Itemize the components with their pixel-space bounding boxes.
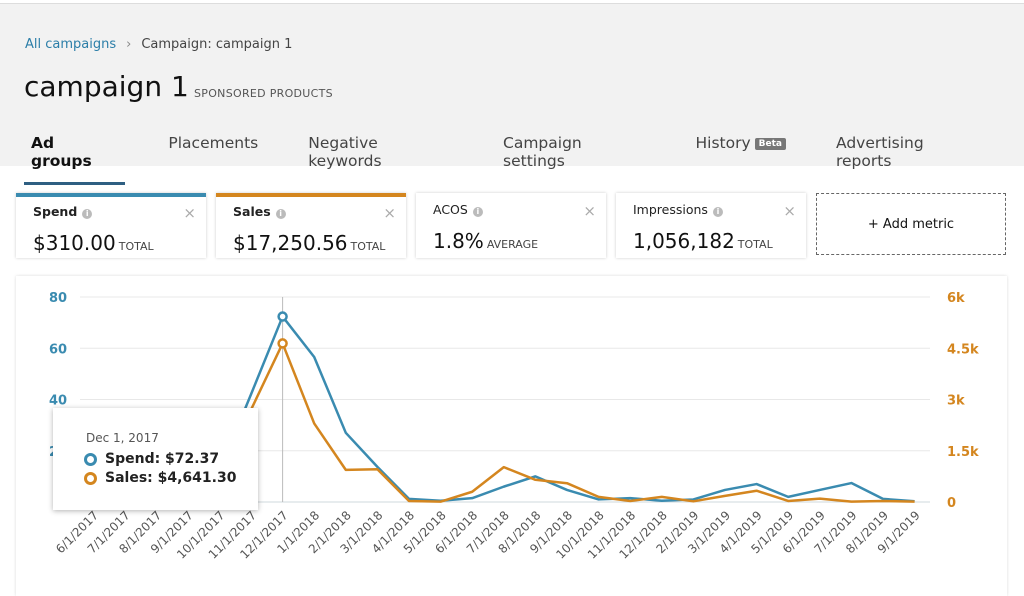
breadcrumb-current: Campaign: campaign 1 bbox=[141, 37, 293, 52]
breadcrumb: All campaigns › Campaign: campaign 1 bbox=[25, 37, 292, 52]
metric-value-text: $310.00 bbox=[33, 231, 116, 255]
y-right-tick: 0 bbox=[947, 496, 956, 511]
close-icon[interactable]: × bbox=[183, 204, 196, 222]
metric-cards: Spend i × $310.00 TOTAL Sales i × $17,250.5… bbox=[16, 193, 1006, 258]
metric-value-text: $17,250.56 bbox=[233, 231, 348, 255]
y-left-tick: 60 bbox=[49, 342, 67, 357]
sales-dot-icon bbox=[84, 471, 97, 485]
y-right-tick: 1.5k bbox=[947, 445, 979, 460]
y-right-tick: 3k bbox=[947, 394, 965, 409]
highlight-point-spend bbox=[277, 311, 288, 322]
info-icon[interactable]: i bbox=[472, 207, 483, 217]
metric-card-acos[interactable]: ACOS i × 1.8% AVERAGE bbox=[416, 193, 606, 258]
info-icon[interactable]: i bbox=[82, 209, 93, 219]
metric-value: $17,250.56 TOTAL bbox=[233, 231, 385, 255]
tooltip-sales: Sales: $4,641.30 bbox=[84, 470, 236, 486]
metric-value-text: 1,056,182 bbox=[633, 229, 735, 253]
chart-tooltip: Dec 1, 2017 Spend: $72.37 Sales: $4,641.… bbox=[53, 408, 258, 510]
metric-label: ACOS i bbox=[433, 202, 483, 217]
tab-advertising-reports[interactable]: Advertising reports bbox=[835, 134, 924, 170]
tooltip-spend-text: Spend: $72.37 bbox=[105, 451, 220, 467]
page-title: campaign 1 bbox=[24, 70, 189, 103]
spend-dot-icon bbox=[84, 452, 97, 466]
metric-label-text: Spend bbox=[33, 204, 78, 219]
metric-unit: TOTAL bbox=[118, 240, 154, 253]
metric-card-spend[interactable]: Spend i × $310.00 TOTAL bbox=[16, 193, 206, 258]
metric-label: Sales i bbox=[233, 204, 286, 219]
metric-card-impressions[interactable]: Impressions i × 1,056,182 TOTAL bbox=[616, 193, 806, 258]
metric-value: 1,056,182 TOTAL bbox=[633, 229, 773, 253]
metric-label: Impressions i bbox=[633, 202, 723, 217]
campaign-type: SPONSORED PRODUCTS bbox=[194, 87, 333, 100]
tab-placements[interactable]: Placements bbox=[168, 134, 259, 152]
tab-campaign-settings[interactable]: Campaign settings bbox=[503, 134, 582, 170]
metric-unit: AVERAGE bbox=[486, 238, 539, 251]
metric-value-text: 1.8% bbox=[433, 229, 484, 253]
campaign-header: All campaigns › Campaign: campaign 1 campa… bbox=[0, 3, 1024, 185]
y-left-tick: 80 bbox=[49, 291, 67, 306]
highlight-point-sales bbox=[277, 338, 288, 349]
chevron-right-icon: › bbox=[126, 37, 132, 52]
tooltip-spend: Spend: $72.37 bbox=[84, 451, 219, 467]
metric-label-text: Impressions bbox=[633, 202, 708, 217]
tooltip-sales-text: Sales: $4,641.30 bbox=[105, 470, 237, 486]
metric-value: $310.00 TOTAL bbox=[33, 231, 154, 255]
tab-history-label: History bbox=[695, 134, 751, 152]
tab-history[interactable]: History Beta bbox=[688, 134, 793, 185]
spend-sales-chart: 806040206k4.5k3k1.5k06/1/20177/1/20178/1… bbox=[49, 291, 979, 562]
metric-label: Spend i bbox=[33, 204, 93, 219]
info-icon[interactable]: i bbox=[275, 209, 286, 219]
beta-badge: Beta bbox=[754, 138, 786, 150]
add-metric-button[interactable]: + Add metric bbox=[816, 193, 1006, 255]
tab-bar: Ad groups Placements Negative keywords C… bbox=[24, 134, 1024, 185]
metric-unit: TOTAL bbox=[350, 240, 386, 253]
breadcrumb-all-campaigns[interactable]: All campaigns bbox=[25, 37, 117, 52]
tab-negative-keywords[interactable]: Negative keywords bbox=[308, 134, 382, 170]
metric-label-text: Sales bbox=[233, 204, 271, 219]
info-icon[interactable]: i bbox=[712, 207, 723, 217]
y-left-tick: 40 bbox=[49, 394, 67, 409]
close-icon[interactable]: × bbox=[783, 202, 796, 220]
metric-label-text: ACOS bbox=[433, 202, 468, 217]
close-icon[interactable]: × bbox=[583, 202, 596, 220]
close-icon[interactable]: × bbox=[383, 204, 396, 222]
y-right-tick: 6k bbox=[947, 291, 965, 306]
metric-card-sales[interactable]: Sales i × $17,250.56 TOTAL bbox=[216, 193, 406, 258]
tooltip-date: Dec 1, 2017 bbox=[86, 431, 159, 445]
metric-unit: TOTAL bbox=[737, 238, 773, 251]
y-right-tick: 4.5k bbox=[947, 342, 979, 357]
metric-value: 1.8% AVERAGE bbox=[433, 229, 538, 253]
tab-ad-groups[interactable]: Ad groups bbox=[24, 134, 126, 185]
